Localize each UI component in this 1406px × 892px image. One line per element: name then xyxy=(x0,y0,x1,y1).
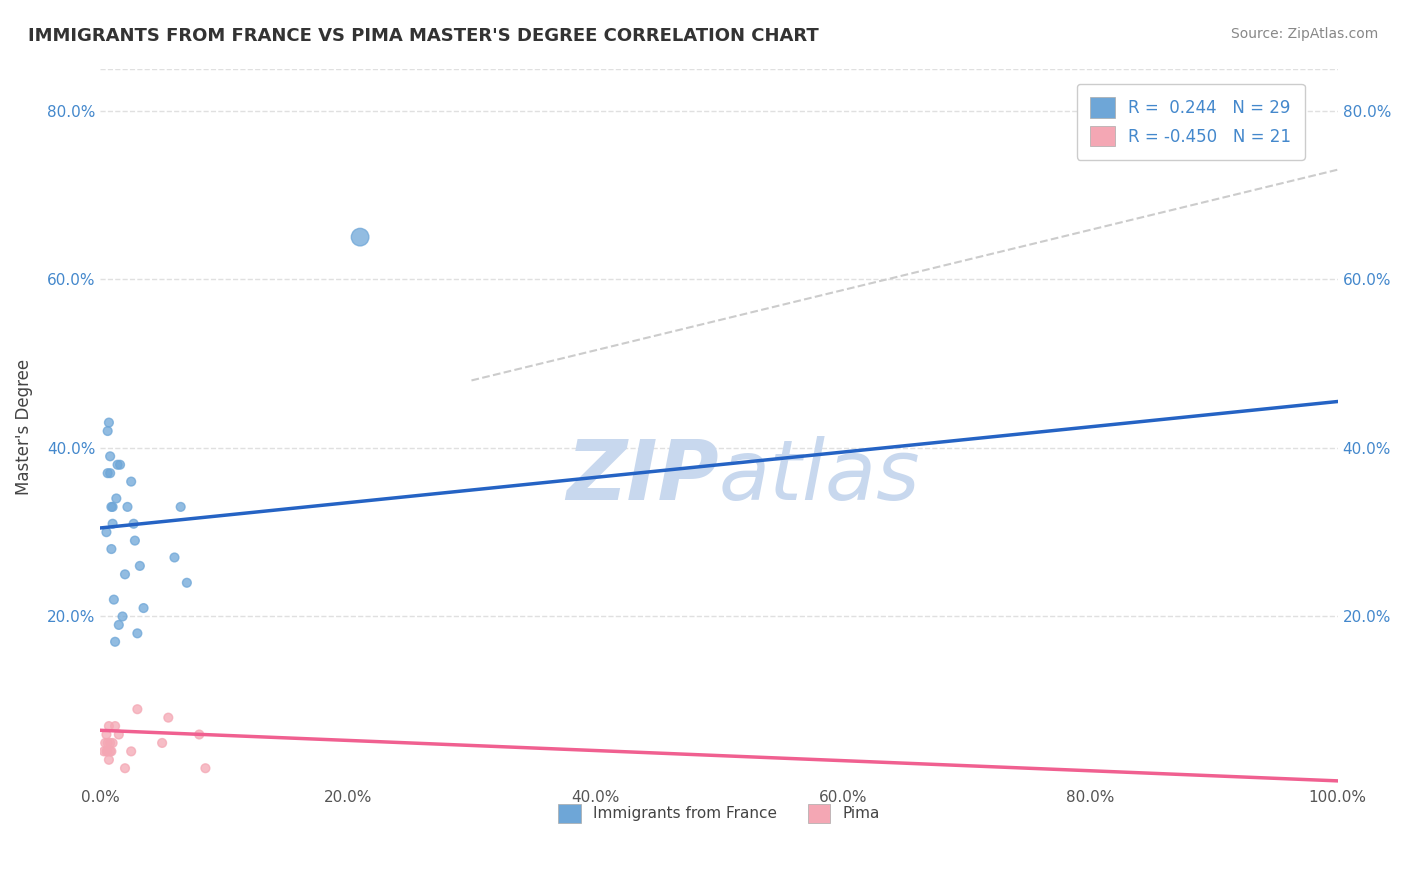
Point xyxy=(103,592,125,607)
Point xyxy=(93,744,115,758)
Point xyxy=(124,533,146,548)
Point xyxy=(98,466,121,480)
Point xyxy=(105,491,128,506)
Point xyxy=(349,230,371,244)
Y-axis label: Master's Degree: Master's Degree xyxy=(15,359,32,495)
Point xyxy=(120,744,142,758)
Point xyxy=(104,634,127,648)
Point xyxy=(97,424,120,438)
Point xyxy=(120,475,142,489)
Point xyxy=(108,727,131,741)
Legend: Immigrants from France, Pima: Immigrants from France, Pima xyxy=(546,792,893,835)
Text: Source: ZipAtlas.com: Source: ZipAtlas.com xyxy=(1230,27,1378,41)
Point xyxy=(128,558,150,573)
Point xyxy=(101,516,124,531)
Point xyxy=(98,450,121,464)
Point xyxy=(97,736,120,750)
Point xyxy=(176,575,198,590)
Point xyxy=(101,500,124,514)
Point xyxy=(111,609,134,624)
Point xyxy=(132,601,155,615)
Point xyxy=(114,567,136,582)
Point xyxy=(122,516,145,531)
Point xyxy=(97,744,120,758)
Point xyxy=(97,466,120,480)
Point xyxy=(100,744,122,758)
Point xyxy=(98,744,121,758)
Point xyxy=(96,525,118,540)
Point xyxy=(98,736,121,750)
Text: IMMIGRANTS FROM FRANCE VS PIMA MASTER'S DEGREE CORRELATION CHART: IMMIGRANTS FROM FRANCE VS PIMA MASTER'S … xyxy=(28,27,818,45)
Text: ZIP: ZIP xyxy=(567,436,718,517)
Point xyxy=(96,727,118,741)
Point xyxy=(94,736,117,750)
Point xyxy=(114,761,136,775)
Point xyxy=(127,702,149,716)
Point xyxy=(96,744,118,758)
Point xyxy=(188,727,211,741)
Point xyxy=(97,753,120,767)
Point xyxy=(170,500,193,514)
Text: atlas: atlas xyxy=(718,436,921,517)
Point xyxy=(157,711,180,725)
Point xyxy=(108,618,131,632)
Point xyxy=(194,761,217,775)
Point xyxy=(101,736,124,750)
Point xyxy=(108,458,131,472)
Point xyxy=(104,719,127,733)
Point xyxy=(127,626,149,640)
Point xyxy=(117,500,139,514)
Point xyxy=(97,416,120,430)
Point xyxy=(97,719,120,733)
Point xyxy=(100,500,122,514)
Point xyxy=(150,736,173,750)
Point xyxy=(100,542,122,557)
Point xyxy=(107,458,129,472)
Point xyxy=(163,550,186,565)
